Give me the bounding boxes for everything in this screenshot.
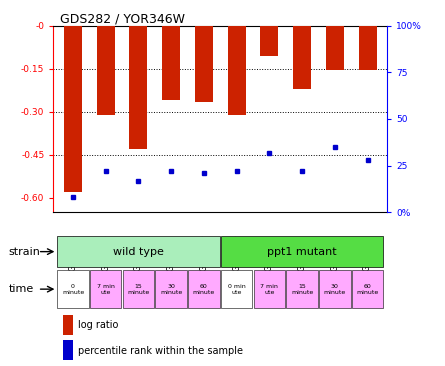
Text: 60
minute: 60 minute — [356, 284, 379, 295]
Text: 15
minute: 15 minute — [127, 284, 150, 295]
Text: ppt1 mutant: ppt1 mutant — [267, 247, 337, 257]
FancyBboxPatch shape — [287, 270, 318, 309]
Text: GSM6014: GSM6014 — [69, 234, 77, 271]
Bar — [260, 26, 279, 56]
FancyBboxPatch shape — [254, 270, 285, 309]
Text: GSM6015: GSM6015 — [363, 234, 372, 271]
Text: strain: strain — [9, 247, 41, 257]
FancyBboxPatch shape — [57, 236, 220, 267]
Bar — [63, 340, 73, 360]
FancyBboxPatch shape — [90, 270, 121, 309]
Text: GSM6020: GSM6020 — [232, 234, 241, 271]
Text: 60
minute: 60 minute — [193, 284, 215, 295]
FancyBboxPatch shape — [221, 236, 383, 267]
FancyBboxPatch shape — [57, 270, 89, 309]
Text: log ratio: log ratio — [78, 320, 119, 330]
Text: 15
minute: 15 minute — [291, 284, 313, 295]
Text: GSM6016: GSM6016 — [101, 234, 110, 271]
Text: wild type: wild type — [113, 247, 164, 257]
Text: GSM6018: GSM6018 — [167, 234, 176, 271]
Text: percentile rank within the sample: percentile rank within the sample — [78, 346, 243, 356]
Text: 30
minute: 30 minute — [160, 284, 182, 295]
Text: GSM6017: GSM6017 — [134, 234, 143, 271]
Text: 7 min
ute: 7 min ute — [97, 284, 115, 295]
Text: 0 min
ute: 0 min ute — [228, 284, 246, 295]
Text: GSM6023: GSM6023 — [330, 234, 339, 271]
Text: time: time — [9, 284, 34, 294]
FancyBboxPatch shape — [155, 270, 187, 309]
FancyBboxPatch shape — [221, 270, 252, 309]
Text: 0
minute: 0 minute — [62, 284, 84, 295]
FancyBboxPatch shape — [319, 270, 351, 309]
Bar — [97, 26, 115, 115]
Bar — [326, 26, 344, 70]
Bar — [195, 26, 213, 102]
Bar — [162, 26, 180, 100]
Bar — [359, 26, 376, 70]
Bar — [293, 26, 311, 89]
FancyBboxPatch shape — [123, 270, 154, 309]
FancyBboxPatch shape — [352, 270, 383, 309]
Text: GSM6021: GSM6021 — [265, 234, 274, 271]
Text: 7 min
ute: 7 min ute — [260, 284, 278, 295]
Text: GDS282 / YOR346W: GDS282 / YOR346W — [60, 12, 185, 26]
Bar — [228, 26, 246, 115]
Bar — [129, 26, 147, 149]
FancyBboxPatch shape — [188, 270, 220, 309]
Text: GSM6022: GSM6022 — [298, 234, 307, 271]
Bar — [63, 315, 73, 335]
Text: GSM6019: GSM6019 — [199, 234, 208, 271]
Bar — [64, 26, 82, 192]
Text: 30
minute: 30 minute — [324, 284, 346, 295]
